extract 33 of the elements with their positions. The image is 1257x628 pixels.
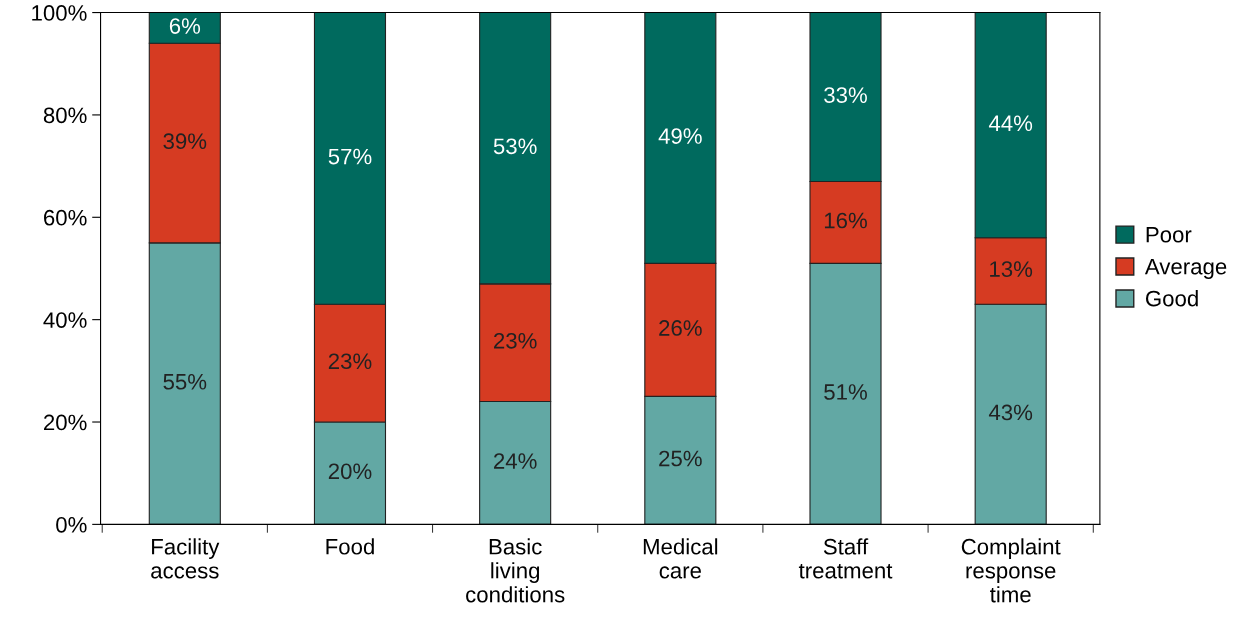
x-tick-label: Staff treatment	[798, 538, 893, 579]
data-label: 53%	[493, 138, 537, 155]
data-label: 24%	[494, 453, 537, 469]
data-label: 55%	[163, 373, 207, 390]
data-label: 26%	[659, 320, 702, 336]
data-label: 13%	[990, 261, 1033, 277]
data-label: 39%	[163, 133, 207, 150]
x-tick-label: Food	[326, 538, 374, 555]
x-tick-label: Facility access	[151, 538, 220, 579]
data-label: 20%	[328, 463, 372, 480]
legend-label: Good	[1145, 290, 1198, 307]
x-tick-label: Medical care	[643, 538, 718, 579]
data-label: 57%	[328, 148, 372, 165]
y-tick-label: 60%	[44, 209, 87, 226]
y-tick-label: 80%	[43, 107, 87, 124]
data-label: 33%	[824, 87, 867, 103]
data-label: 44%	[988, 115, 1033, 132]
y-tick-label: 20%	[44, 414, 87, 431]
y-tick-label: 100%	[32, 5, 87, 21]
legend-label: Poor	[1146, 227, 1192, 243]
data-label: 23%	[494, 332, 537, 349]
data-label: 49%	[658, 128, 702, 144]
data-label: 6%	[169, 18, 201, 34]
data-label: 16%	[824, 212, 867, 229]
data-label: 51%	[824, 384, 867, 400]
data-label: 25%	[659, 450, 702, 467]
x-tick-label: Complaint response time	[961, 538, 1061, 603]
data-label: 43%	[988, 404, 1033, 421]
y-tick-label: 40%	[43, 312, 87, 328]
legend-label: Average	[1144, 258, 1227, 279]
data-label: 23%	[328, 353, 372, 370]
y-tick-label: 0%	[56, 516, 87, 533]
x-tick-label: Basic living conditions	[466, 538, 565, 603]
